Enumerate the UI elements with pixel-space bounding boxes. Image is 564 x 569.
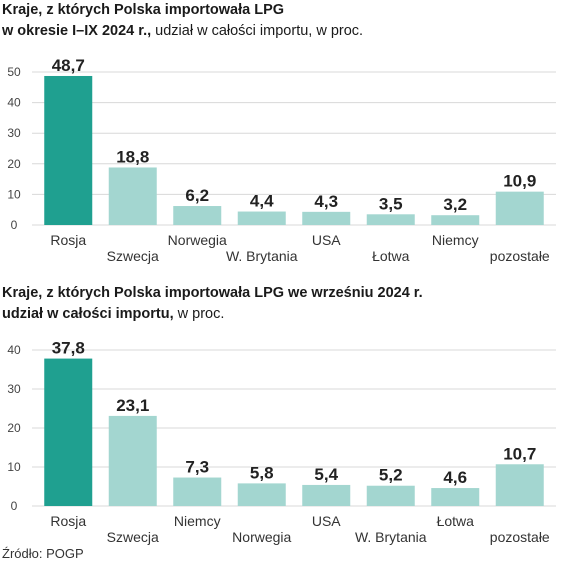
chart-2-bar-3 bbox=[173, 477, 222, 506]
source-note: Źródło: POGP bbox=[2, 546, 84, 561]
chart-2-category-label-5: USA bbox=[312, 513, 341, 529]
chart-1-bar-6 bbox=[366, 214, 415, 225]
chart-1-title: Kraje, z których Polska importowała LPG … bbox=[2, 0, 363, 42]
chart-1-category-label-1: Rosja bbox=[50, 232, 86, 248]
chart-1-title-line-2-bold: w okresie I–IX 2024 r., bbox=[2, 23, 152, 39]
chart-2-title-line-2-normal: w proc. bbox=[173, 306, 225, 322]
chart-1-category-label-3: Norwegia bbox=[168, 232, 227, 248]
chart-1-bar-4 bbox=[237, 211, 286, 225]
chart-2-value-label-5: 5,4 bbox=[314, 465, 338, 484]
chart-2: 0 10 20 30 40 37,8 Rosja 23,1 Szwecja 7,3 Niemcy 5,… bbox=[7, 340, 556, 545]
chart-1-value-label-7: 3,2 bbox=[443, 195, 467, 214]
chart-2-title-line-1: Kraje, z których Polska importowała LPG … bbox=[2, 285, 423, 301]
chart-2-value-label-3: 7,3 bbox=[185, 458, 209, 477]
chart-1-bar-1 bbox=[44, 75, 93, 225]
chart-2-category-label-6: W. Brytania bbox=[355, 529, 427, 545]
chart-2-bar-1 bbox=[44, 358, 93, 506]
chart-2-ytick-label: 40 bbox=[7, 343, 21, 357]
chart-1-bar-8 bbox=[495, 191, 544, 225]
chart-2-value-label-6: 5,2 bbox=[379, 466, 403, 485]
chart-2-category-label-7: Łotwa bbox=[437, 513, 475, 529]
chart-1-value-label-2: 18,8 bbox=[116, 147, 149, 166]
chart-2-category-label-2: Szwecja bbox=[107, 529, 159, 545]
chart-1-value-label-5: 4,3 bbox=[314, 192, 338, 211]
chart-1-ytick-label: 50 bbox=[7, 65, 21, 79]
chart-1-value-label-4: 4,4 bbox=[250, 192, 274, 211]
chart-1-category-label-7: Niemcy bbox=[432, 232, 479, 248]
chart-2-category-label-1: Rosja bbox=[50, 513, 86, 529]
chart-1: 0 10 20 30 40 50 48,7 Rosja 18,8 Szwecja 6,2 Norweg… bbox=[7, 58, 556, 264]
chart-2-bar-8 bbox=[495, 464, 544, 506]
chart-1-value-label-6: 3,5 bbox=[379, 194, 403, 213]
chart-1-ytick-label: 40 bbox=[7, 96, 21, 110]
chart-2-value-label-2: 23,1 bbox=[116, 396, 149, 415]
chart-1-value-label-1: 48,7 bbox=[52, 58, 85, 75]
chart-2-ytick-label: 0 bbox=[11, 499, 18, 513]
chart-2-ytick-label: 30 bbox=[7, 382, 21, 396]
chart-2-ytick-label: 10 bbox=[7, 460, 21, 474]
chart-2-value-label-4: 5,8 bbox=[250, 463, 274, 482]
chart-2-bar-2 bbox=[108, 415, 157, 506]
chart-2-category-label-4: Norwegia bbox=[232, 529, 291, 545]
chart-1-value-label-3: 6,2 bbox=[185, 186, 209, 205]
chart-1-bar-7 bbox=[431, 215, 480, 225]
chart-2-title-line-2-bold: udział w całości importu, bbox=[2, 306, 174, 322]
chart-1-category-label-6: Łotwa bbox=[372, 248, 410, 264]
chart-2-category-label-3: Niemcy bbox=[174, 513, 221, 529]
chart-1-value-label-8: 10,9 bbox=[503, 172, 536, 191]
chart-1-bar-5 bbox=[302, 211, 351, 225]
chart-1-ytick-label: 10 bbox=[7, 187, 21, 201]
chart-2-category-label-8: pozostałe bbox=[490, 529, 550, 545]
chart-2-bar-7 bbox=[431, 488, 480, 506]
chart-2-ytick-label: 20 bbox=[7, 421, 21, 435]
chart-2-bar-6 bbox=[366, 485, 415, 506]
chart-2-bar-5 bbox=[302, 484, 351, 506]
chart-1-title-line-2-normal: udział w całości importu, w proc. bbox=[151, 23, 364, 39]
chart-2-value-label-7: 4,6 bbox=[443, 468, 467, 487]
chart-1-ytick-label: 20 bbox=[7, 157, 21, 171]
chart-1-category-label-5: USA bbox=[312, 232, 341, 248]
chart-1-bar-3 bbox=[173, 206, 222, 225]
chart-1-category-label-2: Szwecja bbox=[107, 248, 159, 264]
chart-2-bar-4 bbox=[237, 483, 286, 506]
chart-1-title-line-1: Kraje, z których Polska importowała LPG bbox=[2, 2, 285, 18]
chart-1-ytick-label: 30 bbox=[7, 126, 21, 140]
chart-1-ytick-label: 0 bbox=[11, 218, 18, 232]
chart-1-bar-2 bbox=[108, 167, 157, 225]
chart-2-title: Kraje, z których Polska importowała LPG … bbox=[2, 283, 423, 325]
chart-2-value-label-8: 10,7 bbox=[503, 444, 536, 463]
chart-1-category-label-8: pozostałe bbox=[490, 248, 550, 264]
chart-1-category-label-4: W. Brytania bbox=[226, 248, 298, 264]
chart-2-value-label-1: 37,8 bbox=[52, 340, 85, 358]
